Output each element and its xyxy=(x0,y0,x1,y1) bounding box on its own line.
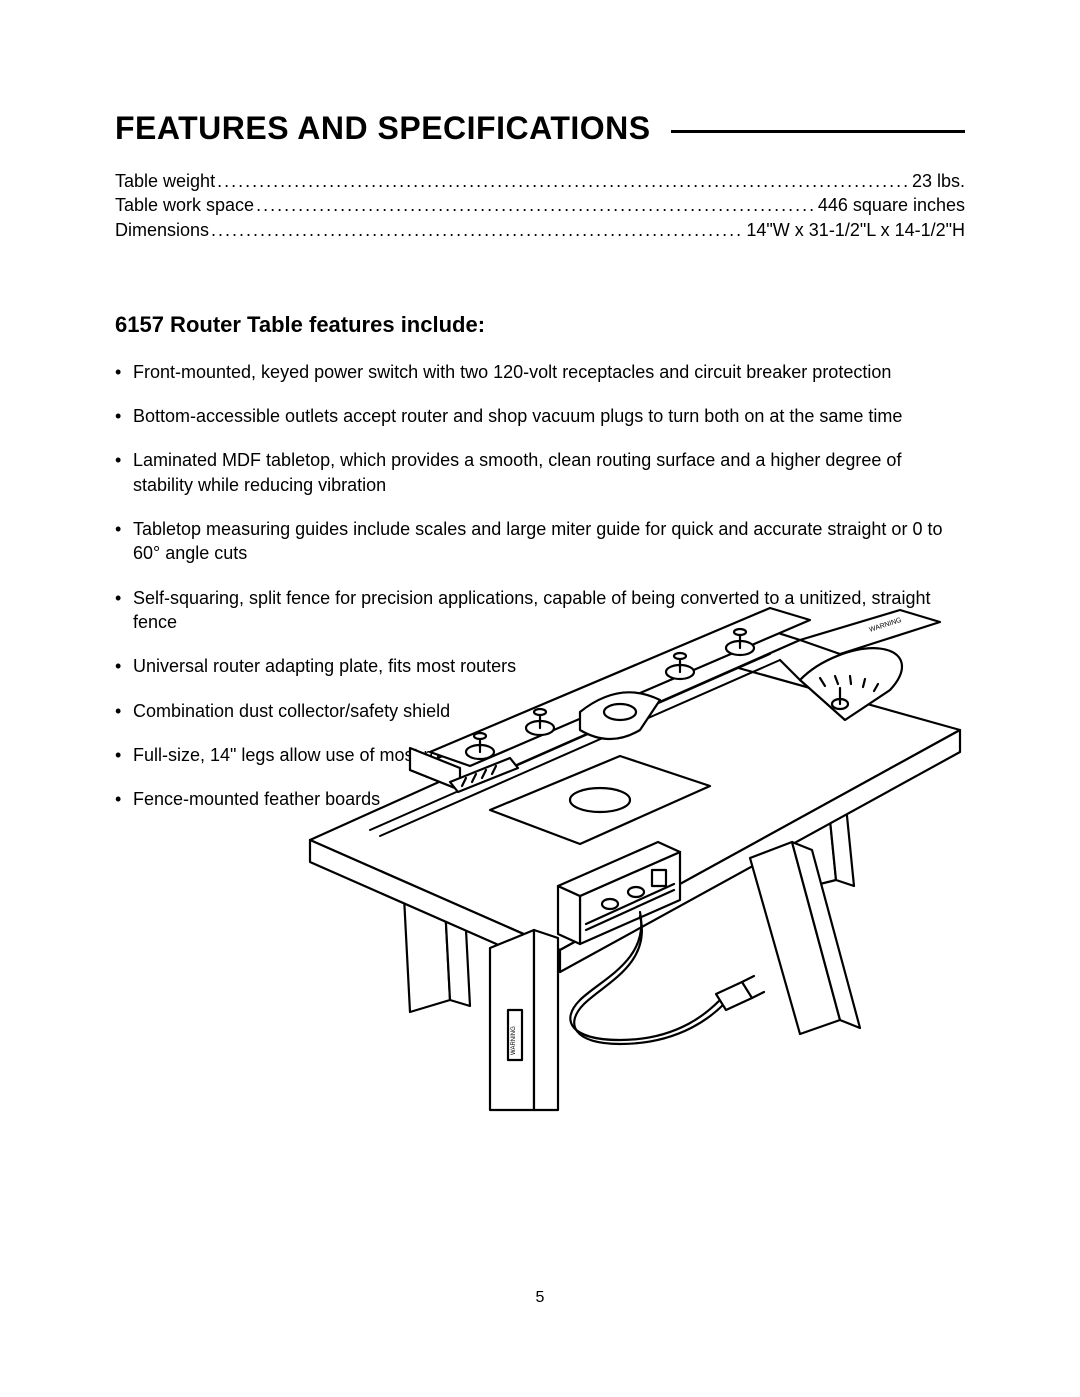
bullet-icon: • xyxy=(115,743,133,767)
spec-dots xyxy=(256,193,816,217)
feature-item: • Front-mounted, keyed power switch with… xyxy=(115,360,965,384)
feature-text: Laminated MDF tabletop, which provides a… xyxy=(133,448,965,497)
spec-row: Dimensions 14"W x 31-1/2"L x 14-1/2"H xyxy=(115,218,965,242)
spec-row: Table work space 446 square inches xyxy=(115,193,965,217)
bullet-icon: • xyxy=(115,517,133,566)
spec-value: 14"W x 31-1/2"L x 14-1/2"H xyxy=(746,218,965,242)
router-table-illustration: WARNING WARNING xyxy=(280,580,980,1120)
main-heading: FEATURES AND SPECIFICATIONS xyxy=(115,110,651,147)
page: FEATURES AND SPECIFICATIONS Table weight… xyxy=(0,0,1080,1397)
specs-block: Table weight 23 lbs. Table work space 44… xyxy=(115,169,965,242)
bullet-icon: • xyxy=(115,404,133,428)
bullet-icon: • xyxy=(115,360,133,384)
spec-value: 446 square inches xyxy=(818,193,965,217)
spec-label: Table work space xyxy=(115,193,254,217)
heading-row: FEATURES AND SPECIFICATIONS xyxy=(115,110,965,147)
spec-dots xyxy=(217,169,910,193)
feature-text: Front-mounted, keyed power switch with t… xyxy=(133,360,965,384)
bullet-icon: • xyxy=(115,448,133,497)
feature-item: • Laminated MDF tabletop, which provides… xyxy=(115,448,965,497)
spec-label: Dimensions xyxy=(115,218,209,242)
spec-row: Table weight 23 lbs. xyxy=(115,169,965,193)
spec-label: Table weight xyxy=(115,169,215,193)
feature-text: Tabletop measuring guides include scales… xyxy=(133,517,965,566)
bullet-icon: • xyxy=(115,699,133,723)
heading-rule xyxy=(671,130,965,133)
sub-heading: 6157 Router Table features include: xyxy=(115,312,965,338)
page-number: 5 xyxy=(0,1289,1080,1307)
spec-dots xyxy=(211,218,744,242)
spec-value: 23 lbs. xyxy=(912,169,965,193)
bullet-icon: • xyxy=(115,586,133,635)
feature-item: • Tabletop measuring guides include scal… xyxy=(115,517,965,566)
bullet-icon: • xyxy=(115,787,133,811)
feature-item: • Bottom-accessible outlets accept route… xyxy=(115,404,965,428)
warning-label-text-leg: WARNING xyxy=(511,1026,517,1055)
feature-text: Bottom-accessible outlets accept router … xyxy=(133,404,965,428)
bullet-icon: • xyxy=(115,654,133,678)
